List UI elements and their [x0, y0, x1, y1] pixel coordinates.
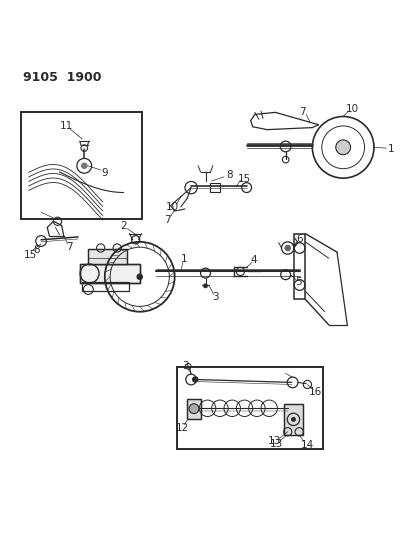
- Text: 8: 8: [226, 170, 233, 180]
- Bar: [177, 367, 323, 449]
- Bar: [80, 264, 140, 283]
- Text: 13: 13: [268, 436, 281, 446]
- Text: 14: 14: [301, 440, 314, 450]
- Bar: [284, 404, 303, 435]
- Text: 7: 7: [299, 107, 305, 117]
- Circle shape: [291, 417, 296, 422]
- Text: 10: 10: [166, 203, 179, 212]
- Text: 6: 6: [297, 233, 303, 244]
- Bar: [294, 233, 305, 300]
- Text: 15: 15: [238, 174, 251, 183]
- Text: 1: 1: [181, 254, 187, 264]
- Circle shape: [192, 376, 199, 383]
- Text: 12: 12: [175, 423, 189, 433]
- Text: 1: 1: [388, 144, 395, 155]
- Text: 9: 9: [102, 168, 108, 178]
- Text: 5: 5: [295, 277, 302, 287]
- Text: 3: 3: [182, 361, 189, 372]
- Text: 15: 15: [24, 250, 37, 260]
- Circle shape: [284, 245, 291, 251]
- Text: 8: 8: [33, 245, 39, 255]
- Text: 7: 7: [164, 215, 171, 224]
- Circle shape: [136, 273, 143, 280]
- Text: 9105  1900: 9105 1900: [23, 71, 101, 84]
- Text: 7: 7: [66, 242, 72, 252]
- Text: 3: 3: [212, 292, 219, 302]
- Bar: [88, 249, 127, 264]
- Bar: [284, 404, 303, 435]
- Bar: [210, 183, 220, 192]
- Circle shape: [189, 404, 199, 414]
- Bar: [187, 399, 201, 418]
- Text: 13: 13: [270, 439, 283, 449]
- Circle shape: [203, 284, 208, 288]
- Text: 16: 16: [309, 387, 322, 397]
- Text: 4: 4: [251, 255, 257, 265]
- Bar: [80, 264, 140, 283]
- Bar: [82, 282, 129, 291]
- Text: 10: 10: [346, 104, 359, 114]
- Bar: [21, 112, 142, 219]
- Bar: [88, 249, 127, 264]
- Bar: [187, 399, 201, 418]
- Text: 2: 2: [120, 221, 127, 231]
- Circle shape: [81, 163, 88, 169]
- Circle shape: [336, 140, 351, 155]
- Text: 11: 11: [60, 121, 73, 131]
